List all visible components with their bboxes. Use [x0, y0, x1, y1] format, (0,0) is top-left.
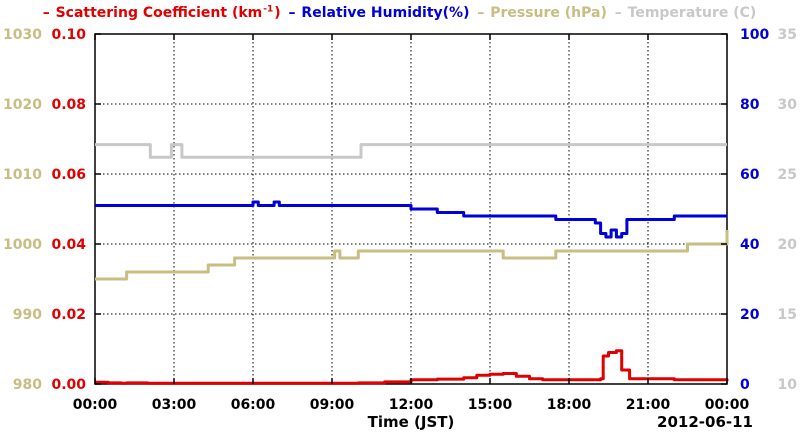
x-tick-label: 21:00	[626, 397, 671, 413]
legend-pressure: – Pressure (hPa)	[477, 4, 607, 21]
tick-layer: 00:00 03:00 06:00 09:00 12:00 15:00 18:00 21:00…	[3, 27, 797, 413]
x-tick-label: 09:00	[310, 397, 355, 413]
y-tick-label-humidity: 100	[740, 27, 769, 43]
x-tick-label: 03:00	[152, 397, 197, 413]
y-tick-label-temperature: 30	[778, 97, 798, 113]
x-tick-label: 18:00	[547, 397, 592, 413]
y-tick-label-scattering: 0.02	[51, 307, 86, 323]
x-tick-label: 00:00	[705, 397, 750, 413]
series-line-3	[95, 143, 727, 159]
y-tick-label-pressure: 1010	[3, 167, 42, 183]
y-tick-label-humidity: 40	[740, 237, 760, 253]
x-tick-label: 12:00	[389, 397, 434, 413]
y-tick-label-temperature: 10	[778, 377, 798, 393]
x-tick-label: 06:00	[231, 397, 276, 413]
y-tick-label-temperature: 25	[778, 167, 797, 183]
y-tick-label-pressure: 1000	[3, 237, 42, 253]
chart-legend: – Scattering Coefficient (km-1) – Relati…	[0, 4, 800, 21]
y-tick-label-humidity: 0	[740, 377, 750, 393]
y-tick-label-humidity: 60	[740, 167, 760, 183]
x-tick-label: 15:00	[468, 397, 513, 413]
y-tick-label-scattering: 0.04	[51, 237, 86, 253]
y-tick-label-humidity: 80	[740, 97, 760, 113]
y-tick-label-scattering: 0.10	[51, 27, 86, 43]
series-layer	[95, 143, 729, 385]
y-tick-label-scattering: 0.00	[51, 377, 86, 393]
y-tick-label-pressure: 980	[13, 377, 42, 393]
y-tick-label-pressure: 990	[13, 307, 42, 323]
series-line-2	[95, 230, 729, 281]
y-tick-label-temperature: 35	[778, 27, 797, 43]
legend-temperature: – Temperature (C)	[614, 4, 757, 21]
y-tick-label-pressure: 1020	[3, 97, 42, 113]
x-axis-label: Time (JST)	[368, 413, 455, 431]
series-line-0	[95, 349, 729, 385]
gridlines	[95, 34, 727, 384]
series-line-1	[95, 200, 727, 239]
y-tick-label-pressure: 1030	[3, 27, 42, 43]
y-tick-label-temperature: 20	[778, 237, 798, 253]
y-tick-label-humidity: 20	[740, 307, 760, 323]
date-label: 2012-06-11	[657, 413, 753, 431]
y-tick-label-scattering: 0.06	[51, 167, 86, 183]
x-tick-label: 00:00	[73, 397, 118, 413]
legend-scattering: – Scattering Coefficient (km-1)	[42, 4, 281, 21]
y-tick-label-scattering: 0.08	[51, 97, 86, 113]
legend-humidity: – Relative Humidity(%)	[288, 4, 470, 21]
y-tick-label-temperature: 15	[778, 307, 797, 323]
